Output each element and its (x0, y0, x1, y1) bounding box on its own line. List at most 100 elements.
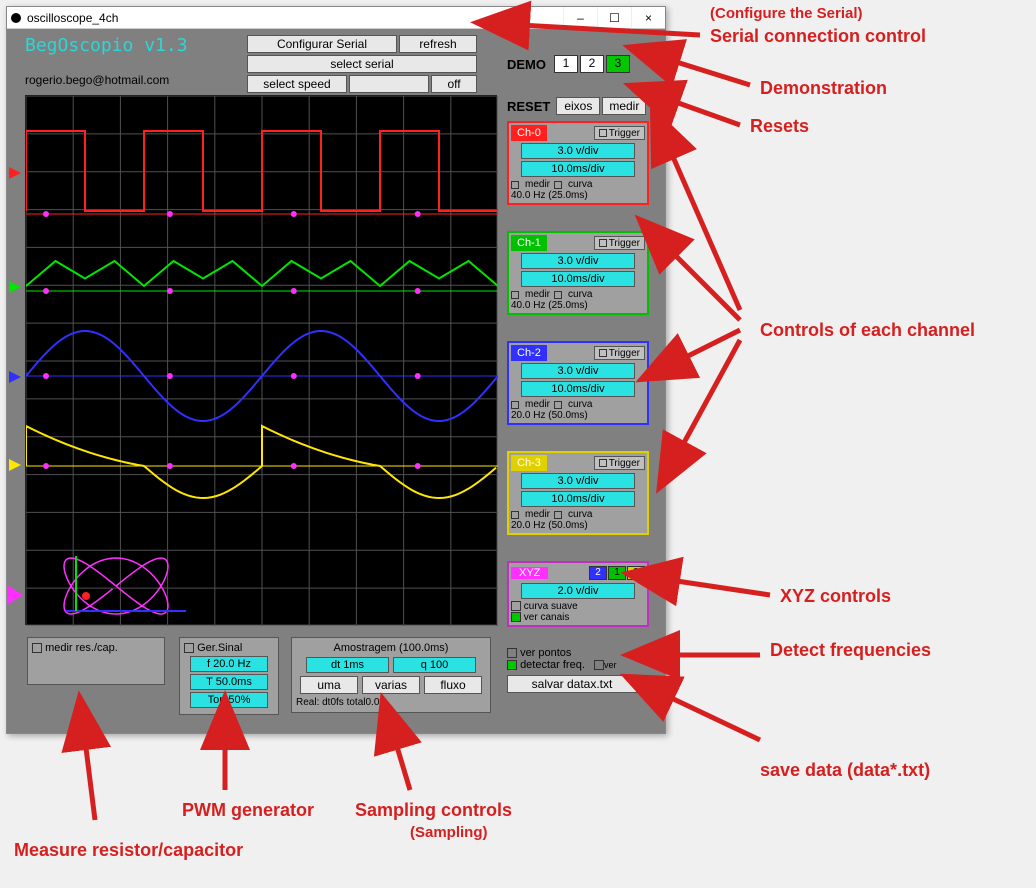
annot-xyz: XYZ controls (780, 586, 891, 607)
annot-demo: Demonstration (760, 78, 887, 99)
channel-3-curva[interactable]: curva (568, 509, 592, 520)
sampling-uma[interactable]: uma (300, 676, 358, 694)
app-window: oscilloscope_4ch – ☐ × BegOscopio v1.3 r… (6, 6, 666, 734)
reset-label: RESET (507, 99, 550, 114)
channel-3-name: Ch-3 (511, 455, 547, 471)
channel-0-trigger[interactable]: Trigger (594, 126, 645, 140)
sampling-q[interactable]: q 100 (393, 657, 476, 673)
annot-sampling: Sampling controls (355, 800, 512, 821)
scope-display (25, 95, 497, 625)
channel-2-trigger[interactable]: Trigger (594, 346, 645, 360)
reset-medir-button[interactable]: medir (602, 97, 646, 115)
sampling-real: Real: dt0fs total0.0fs (296, 697, 486, 708)
channel-0-name: Ch-0 (511, 125, 547, 141)
channel-0-vdiv[interactable]: 3.0 v/div (521, 143, 635, 159)
demo-2-button[interactable]: 2 (580, 55, 604, 73)
channel-1-trigger[interactable]: Trigger (594, 236, 645, 250)
select-speed-button[interactable]: select speed (247, 75, 347, 93)
measure-rc-check[interactable] (32, 643, 42, 653)
annot-measure: Measure resistor/capacitor (14, 840, 243, 861)
annot-save: save data (data*.txt) (760, 760, 930, 781)
ver-pontos-check[interactable] (507, 648, 517, 658)
channel-2-name: Ch-2 (511, 345, 547, 361)
channel-2-panel: Ch-2 Trigger 3.0 v/div 10.0ms/div medir curv… (507, 341, 649, 425)
channel-3-vdiv[interactable]: 3.0 v/div (521, 473, 635, 489)
channel-2-freq: 20.0 Hz (50.0ms) (511, 410, 645, 421)
pwm-panel: Ger.Sinal f 20.0 Hz T 50.0ms Ton 50% (179, 637, 279, 715)
channel-1-freq: 40.0 Hz (25.0ms) (511, 300, 645, 311)
measure-rc-panel: medir res./cap. (27, 637, 165, 685)
channel-3-trigger[interactable]: Trigger (594, 456, 645, 470)
annot-pwm: PWM generator (182, 800, 314, 821)
xyz-1-button[interactable]: 2 (589, 566, 607, 580)
minimize-button[interactable]: – (563, 7, 597, 29)
titlebar: oscilloscope_4ch – ☐ × (7, 7, 665, 29)
xyz-curva-check[interactable] (511, 601, 521, 611)
demo-1-button[interactable]: 1 (554, 55, 578, 73)
config-serial-button[interactable]: Configurar Serial (247, 35, 397, 53)
scope-svg (26, 96, 498, 626)
annot-channels: Controls of each channel (760, 320, 975, 341)
xyz-panel: XYZ 2 1 3 2.0 v/div curva suave ver cana… (507, 561, 649, 627)
demo-label: DEMO (507, 57, 546, 72)
demo-3-button[interactable]: 3 (606, 55, 630, 73)
maximize-button[interactable]: ☐ (597, 7, 631, 29)
ver-pontos-label: ver pontos (520, 647, 571, 659)
xyz-3-button[interactable]: 3 (627, 566, 645, 580)
close-button[interactable]: × (631, 7, 665, 29)
window-body: BegOscopio v1.3 rogerio.bego@hotmail.com… (7, 29, 665, 733)
xyz-vdiv[interactable]: 2.0 v/div (521, 583, 635, 599)
xyz-2-button[interactable]: 1 (608, 566, 626, 580)
xyz-curva-label: curva suave (524, 601, 578, 612)
annot-detect: Detect frequencies (770, 640, 931, 661)
channel-0-panel: Ch-0 Trigger 3.0 v/div 10.0ms/div medir curv… (507, 121, 649, 205)
app-icon (11, 13, 21, 23)
save-data-button[interactable]: salvar datax.txt (507, 675, 637, 693)
gersinal-check[interactable] (184, 643, 194, 653)
channel-1-vdiv[interactable]: 3.0 v/div (521, 253, 635, 269)
gersinal-title: Ger.Sinal (197, 642, 242, 654)
channel-0-medir[interactable]: medir (525, 179, 550, 190)
channel-1-panel: Ch-1 Trigger 3.0 v/div 10.0ms/div medir curv… (507, 231, 649, 315)
annot-resets: Resets (750, 116, 809, 137)
author-email: rogerio.bego@hotmail.com (25, 73, 169, 87)
off-button[interactable]: off (431, 75, 477, 93)
channel-1-tdiv[interactable]: 10.0ms/div (521, 271, 635, 287)
channel-2-tdiv[interactable]: 10.0ms/div (521, 381, 635, 397)
app-title: BegOscopio v1.3 (25, 35, 188, 56)
channel-0-freq: 40.0 Hz (25.0ms) (511, 190, 645, 201)
pwm-period[interactable]: T 50.0ms (190, 674, 268, 690)
pwm-ton[interactable]: Ton 50% (190, 692, 268, 708)
speed-value[interactable] (349, 75, 429, 93)
pwm-freq[interactable]: f 20.0 Hz (190, 656, 268, 672)
channel-3-freq: 20.0 Hz (50.0ms) (511, 520, 645, 531)
extra-options: ver pontos detectar freq. ver salvar dat… (507, 647, 649, 693)
sampling-panel: Amostragem (100.0ms) dt 1ms q 100 uma va… (291, 637, 491, 713)
sampling-fluxo[interactable]: fluxo (424, 676, 482, 694)
detectar-freq-check[interactable] (507, 660, 517, 670)
channel-3-panel: Ch-3 Trigger 3.0 v/div 10.0ms/div medir curv… (507, 451, 649, 535)
channel-2-medir[interactable]: medir (525, 399, 550, 410)
channel-3-medir[interactable]: medir (525, 509, 550, 520)
channel-1-medir[interactable]: medir (525, 289, 550, 300)
sampling-title: Amostragem (100.0ms) (296, 642, 486, 654)
sampling-varias[interactable]: varias (362, 676, 420, 694)
window-title: oscilloscope_4ch (27, 11, 118, 25)
channel-0-tdiv[interactable]: 10.0ms/div (521, 161, 635, 177)
xyz-ver-label: ver canais (524, 612, 570, 623)
channel-3-tdiv[interactable]: 10.0ms/div (521, 491, 635, 507)
channel-0-curva[interactable]: curva (568, 179, 592, 190)
sampling-dt[interactable]: dt 1ms (306, 657, 389, 673)
measure-rc-label: medir res./cap. (45, 642, 118, 654)
reset-eixos-button[interactable]: eixos (556, 97, 600, 115)
refresh-button[interactable]: refresh (399, 35, 477, 53)
ver2-label: ver (604, 660, 617, 670)
select-serial-button[interactable]: select serial (247, 55, 477, 73)
channel-2-vdiv[interactable]: 3.0 v/div (521, 363, 635, 379)
channel-1-name: Ch-1 (511, 235, 547, 251)
channel-2-curva[interactable]: curva (568, 399, 592, 410)
channel-markers (7, 95, 25, 625)
xyz-ver-check[interactable] (511, 612, 521, 622)
ver2-check[interactable] (594, 660, 604, 670)
channel-1-curva[interactable]: curva (568, 289, 592, 300)
